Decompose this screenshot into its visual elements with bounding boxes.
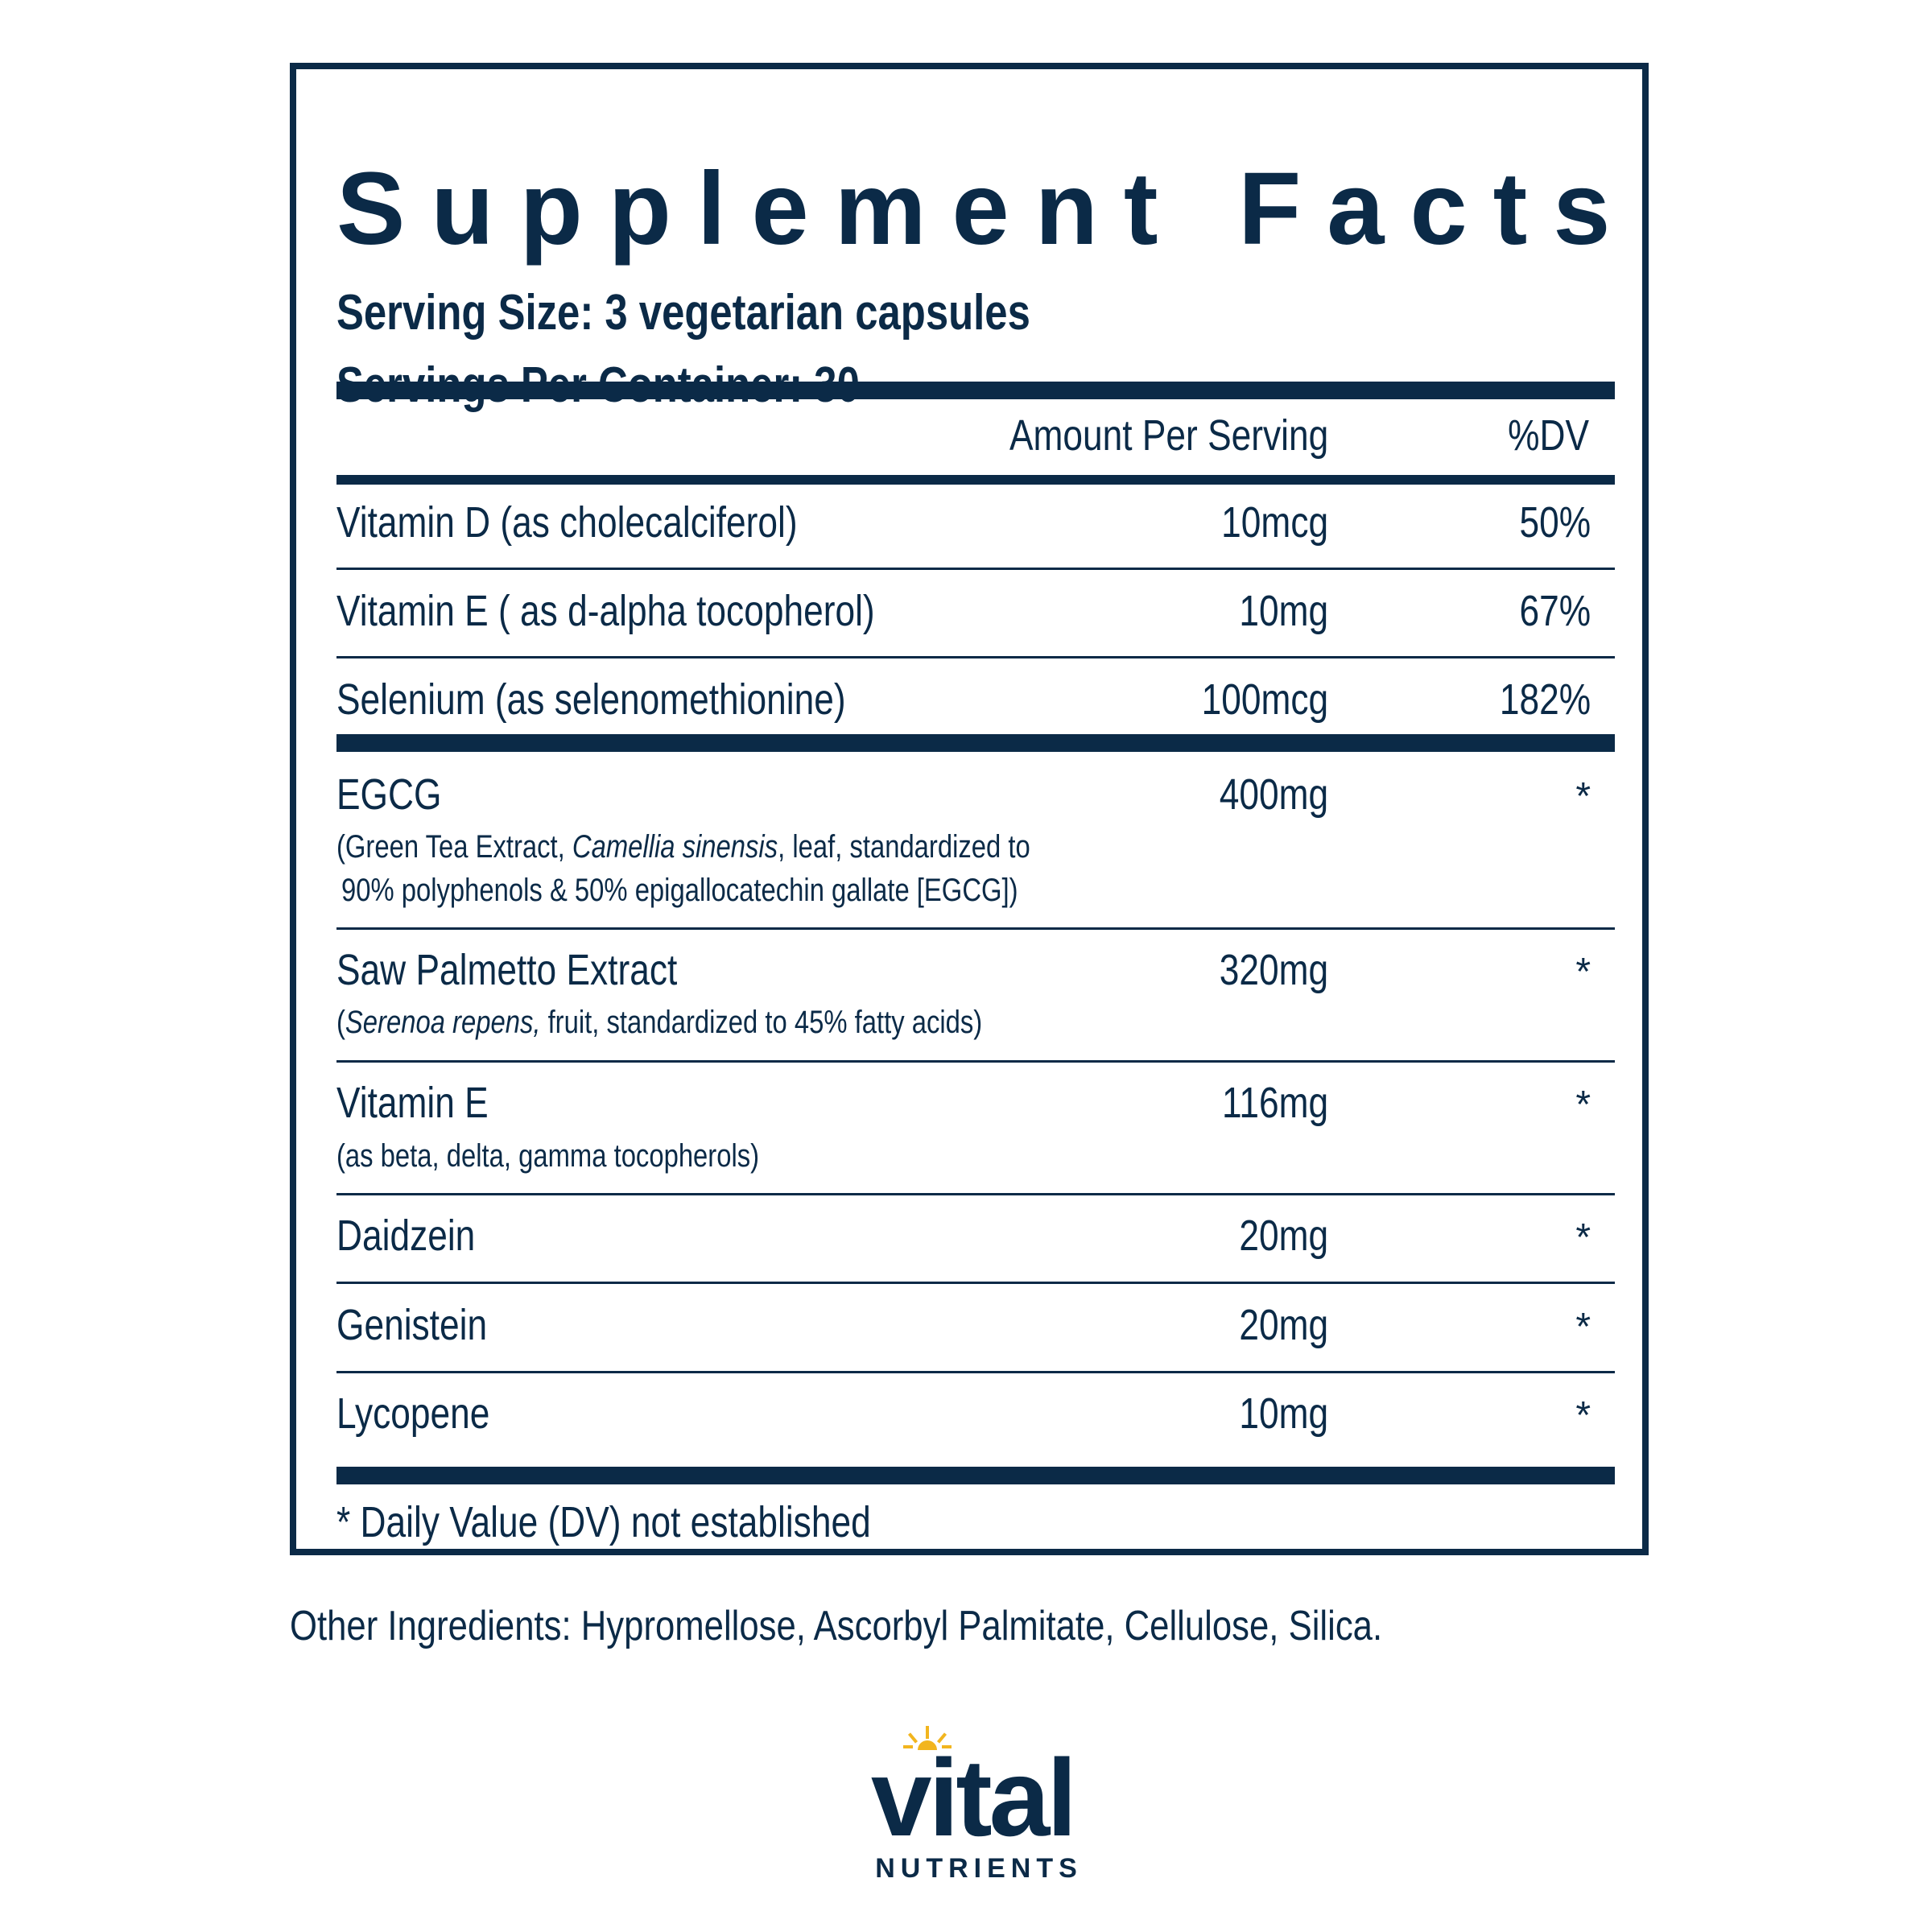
nutrient-dv: 182%: [1499, 675, 1591, 724]
dv-column-header: %DV: [1508, 411, 1589, 460]
nutrient-dv: *: [1575, 1394, 1591, 1437]
nutrient-amount: 20mg: [1239, 1301, 1328, 1349]
nutrient-description-line2: 90% polyphenols & 50% epigallocatechin g…: [341, 873, 1018, 908]
nutrient-name: Saw Palmetto Extract: [336, 946, 678, 994]
brand-subtitle: NUTRIENTS: [875, 1853, 1083, 1884]
nutrient-amount: 10mg: [1239, 587, 1328, 635]
supplement-facts-panel: Supplement Facts Serving Size: 3 vegetar…: [290, 63, 1649, 1555]
nutrient-name: Selenium (as selenomethionine): [336, 675, 846, 724]
nutrient-name: EGCG: [336, 770, 442, 819]
nutrient-amount: 400mg: [1219, 770, 1328, 819]
nutrient-amount: 320mg: [1219, 946, 1328, 994]
nutrient-description: (Serenoa repens, fruit, standardized to …: [336, 1005, 983, 1040]
nutrient-description: (Green Tea Extract, Camellia sinensis, l…: [336, 829, 1030, 865]
row-divider: [336, 568, 1615, 570]
nutrient-dv: *: [1575, 951, 1591, 993]
nutrient-name: Vitamin E ( as d-alpha tocopherol): [336, 587, 875, 635]
nutrient-dv: *: [1575, 1084, 1591, 1126]
footnote: * Daily Value (DV) not established: [336, 1498, 871, 1546]
row-divider: [336, 1060, 1615, 1063]
nutrient-amount: 10mcg: [1221, 498, 1328, 547]
vitamins-section-divider: [336, 734, 1615, 752]
nutrient-name: Vitamin E: [336, 1079, 489, 1127]
serving-size: Serving Size: 3 vegetarian capsules: [336, 285, 1030, 341]
nutrient-dv: *: [1575, 1306, 1591, 1348]
nutrient-amount: 116mg: [1221, 1079, 1328, 1127]
nutrient-amount: 20mg: [1239, 1212, 1328, 1260]
row-divider: [336, 1282, 1615, 1284]
nutrient-description: (as beta, delta, gamma tocopherols): [336, 1138, 760, 1174]
nutrient-amount: 10mg: [1239, 1389, 1328, 1438]
sun-icon: [903, 1726, 952, 1750]
amount-column-header: Amount Per Serving: [1009, 411, 1328, 460]
header-thick-divider: [336, 382, 1615, 399]
nutrient-dv: *: [1575, 775, 1591, 818]
nutrient-dv: 67%: [1519, 587, 1591, 635]
panel-title: Supplement Facts: [336, 151, 1637, 266]
nutrient-name: Lycopene: [336, 1389, 490, 1438]
footer-thick-divider: [336, 1467, 1615, 1484]
column-header-divider: [336, 475, 1615, 485]
nutrient-name: Daidzein: [336, 1212, 476, 1260]
brand-name: vital: [871, 1736, 1074, 1859]
row-divider: [336, 656, 1615, 658]
other-ingredients: Other Ingredients: Hypromellose, Ascorby…: [290, 1603, 1383, 1649]
nutrient-dv: *: [1575, 1216, 1591, 1259]
nutrient-name: Genistein: [336, 1301, 488, 1349]
nutrient-dv: 50%: [1519, 498, 1591, 547]
vital-nutrients-logo: vital NUTRIENTS: [871, 1726, 1083, 1884]
row-divider: [336, 1193, 1615, 1195]
row-divider: [336, 1371, 1615, 1373]
row-divider: [336, 927, 1615, 930]
nutrient-name: Vitamin D (as cholecalciferol): [336, 498, 798, 547]
nutrient-amount: 100mcg: [1201, 675, 1328, 724]
